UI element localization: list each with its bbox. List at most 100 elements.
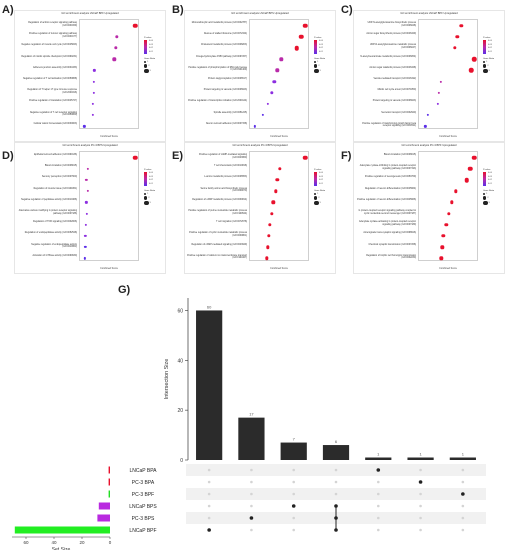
size-legend-dot bbox=[144, 193, 147, 196]
size-legend-label: 3 bbox=[319, 201, 321, 204]
data-point bbox=[459, 23, 464, 28]
term-label: Protein targeting to vacuole (GO:0006623… bbox=[372, 100, 416, 103]
panel-label-e: E) bbox=[172, 150, 183, 162]
go-dotplot-e: GO enrichment analysis PC-3 BPS Upregula… bbox=[184, 142, 336, 274]
size-legend-label: 1 bbox=[486, 61, 488, 64]
legend-color-title: P-value bbox=[314, 37, 322, 39]
go-dotplot-c: GO enrichment analysis LNCaP BPF Upregul… bbox=[353, 10, 505, 142]
data-point bbox=[454, 189, 458, 193]
data-point bbox=[132, 155, 138, 160]
membership-dot-filled bbox=[249, 516, 254, 520]
term-label: Protein deglycosylation (GO:0006517) bbox=[208, 78, 247, 80]
size-legend-dot bbox=[314, 196, 318, 200]
color-scale-bar bbox=[144, 40, 147, 54]
color-scale-tick: 0.03 bbox=[149, 175, 153, 178]
color-scale-bar bbox=[144, 172, 147, 186]
term-label: Positive regulation of cyclic nucleotide… bbox=[189, 232, 247, 237]
term-label: Sensory perception (GO:0007600) bbox=[41, 176, 77, 179]
panel-label-g: G) bbox=[118, 284, 131, 296]
membership-dot-empty bbox=[376, 504, 380, 508]
legend-size-title: Gene Ratio bbox=[483, 58, 495, 60]
legend-color-title: P-value bbox=[483, 169, 491, 171]
data-point bbox=[471, 56, 477, 62]
x-axis-label: Combined Score bbox=[270, 267, 288, 270]
data-point bbox=[115, 35, 119, 39]
color-scale-tick: 0.03 bbox=[319, 43, 323, 46]
panel-label-b: B) bbox=[172, 4, 184, 16]
data-point bbox=[262, 114, 265, 117]
data-point bbox=[299, 34, 304, 40]
panel-label-a: A) bbox=[2, 4, 14, 16]
data-point bbox=[273, 189, 278, 193]
intersection-bar bbox=[449, 457, 476, 460]
set-label: LNCaP BPA bbox=[129, 468, 157, 474]
plot-title: GO enrichment analysis LNCaP BPS Upregul… bbox=[231, 12, 289, 15]
panel-label-c: C) bbox=[341, 4, 353, 16]
term-label: Secretion transport (GO:0032940) bbox=[381, 111, 416, 114]
color-scale: 0.04 0.03 0.02 0.01 bbox=[314, 172, 330, 186]
term-label: Anterograde trans-synaptic signaling (GO… bbox=[363, 232, 416, 235]
term-label: UDP-N-acetylglucosamine biosynthetic pro… bbox=[367, 22, 416, 27]
color-scale-tick: 0.03 bbox=[149, 43, 153, 46]
color-scale-tick: 0.03 bbox=[319, 175, 323, 178]
term-list: Positive regulation of cAMP-mediated sig… bbox=[187, 151, 247, 261]
set-size-tick-label: 40 bbox=[51, 540, 57, 545]
size-legend-label: 3 bbox=[319, 69, 321, 72]
term-label: Alternative various modifying G protein … bbox=[18, 210, 77, 215]
plot-area bbox=[249, 19, 309, 129]
term-label: Positive regulation of transforming grow… bbox=[362, 122, 416, 128]
color-scale-tick: 0.01 bbox=[149, 182, 153, 185]
term-label: Regulation of endopeptidase activity (GO… bbox=[24, 232, 77, 235]
intersection-bar bbox=[238, 417, 265, 460]
intersection-bar bbox=[196, 310, 223, 460]
term-label: Negative regulation of T cell receptor s… bbox=[29, 111, 77, 117]
size-legend-label: 3 bbox=[488, 201, 490, 204]
data-point bbox=[426, 114, 429, 117]
data-point bbox=[265, 245, 270, 249]
term-label: Negative regulation of peptidase activit… bbox=[21, 198, 77, 201]
color-scale: 0.04 0.03 0.02 0.01 bbox=[314, 40, 330, 54]
term-label: Chemical synaptic transmission (GO:00072… bbox=[368, 243, 417, 246]
intersection-bar-label: 1 bbox=[419, 452, 422, 457]
color-scale-tick: 0.02 bbox=[149, 179, 153, 182]
data-point bbox=[264, 256, 269, 261]
data-point bbox=[86, 167, 89, 170]
color-scale: 0.04 0.03 0.02 0.01 bbox=[144, 172, 160, 186]
membership-dot-empty bbox=[419, 468, 422, 472]
data-point bbox=[84, 246, 87, 249]
data-point bbox=[85, 212, 89, 215]
data-point bbox=[268, 223, 272, 227]
plot-area bbox=[79, 19, 139, 129]
size-legend-entry: 2 bbox=[483, 64, 499, 68]
set-label: PC-3 BPF bbox=[132, 492, 155, 498]
color-scale: 0.04 0.03 0.02 0.01 bbox=[483, 172, 499, 186]
term-label: Adherens junction assembly (GO:0034333) bbox=[32, 66, 77, 69]
term-label: Regulation of muscle tissue (GO:1901861) bbox=[33, 187, 77, 190]
set-size-tick-label: 60 bbox=[23, 540, 29, 545]
color-scale-tick: 0.04 bbox=[149, 40, 153, 42]
term-label: Negative regulation of muscle cell cycle… bbox=[21, 44, 77, 47]
intersection-bar-label: 7 bbox=[293, 437, 296, 442]
color-scale-bar bbox=[483, 172, 486, 186]
size-legend-entry: 2 bbox=[144, 196, 160, 200]
size-legend-label: 1 bbox=[486, 193, 488, 196]
data-point bbox=[92, 102, 95, 106]
term-label: Positive regulation of purine nucleotide… bbox=[188, 210, 247, 215]
set-label: PC-3 BPA bbox=[132, 480, 155, 486]
membership-dot-empty bbox=[292, 528, 296, 532]
legend: P-value 0.04 0.03 0.02 0.01 Gene Ratio 1 2 3 bbox=[144, 37, 160, 74]
membership-dot-empty bbox=[376, 528, 380, 532]
intersection-bar-label: 1 bbox=[377, 452, 380, 457]
data-point bbox=[275, 68, 279, 73]
membership-dot-empty bbox=[250, 528, 253, 532]
size-legend-entry: 1 bbox=[483, 61, 499, 64]
data-point bbox=[253, 125, 256, 128]
membership-dot-empty bbox=[376, 516, 380, 520]
size-legend-dot bbox=[144, 68, 149, 74]
term-label: Positive regulation of calcium ion trans… bbox=[187, 254, 247, 260]
legend: P-value 0.04 0.03 0.02 0.01 Gene Ratio 1 2 3 bbox=[144, 169, 160, 206]
membership-dot-empty bbox=[461, 528, 465, 532]
size-legend-dot bbox=[144, 196, 148, 200]
x-axis-label: Combined Score bbox=[100, 135, 118, 138]
term-label: Amino sugar biosynthetic process (GO:004… bbox=[366, 33, 416, 36]
